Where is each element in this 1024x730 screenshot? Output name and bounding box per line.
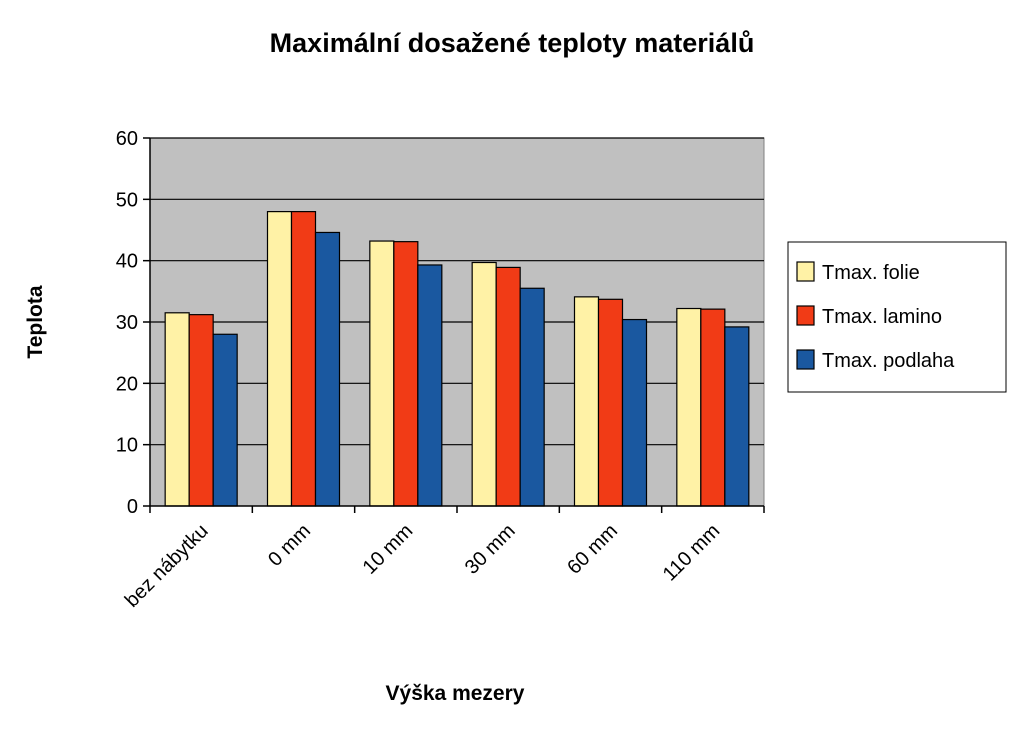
y-tick-label: 60 — [116, 128, 138, 150]
bar-tmax-lamino-0 — [188, 314, 214, 507]
bar-tmax-podlaha-5 — [724, 326, 750, 507]
chart-title: Maximální dosažené teploty materiálů — [270, 28, 755, 58]
x-tick-label: bez nábytku — [121, 520, 213, 612]
y-tick-label: 10 — [116, 435, 138, 457]
y-tick-label: 50 — [116, 189, 138, 211]
legend-label: Tmax. lamino — [822, 306, 942, 328]
legend-label: Tmax. folie — [822, 262, 920, 284]
legend-items: Tmax. folie Tmax. lamino Tmax. podlaha — [796, 261, 955, 372]
x-axis-ticks: bez nábytku 0 mm 10 mm 30 mm 60 mm 110 mm — [121, 506, 765, 612]
legend-swatch — [796, 349, 815, 370]
x-tick-label: 30 mm — [461, 520, 520, 579]
bar-tmax-folie-5 — [676, 307, 702, 507]
y-tick-label: 0 — [127, 496, 138, 518]
bar-tmax-lamino-5 — [700, 308, 726, 507]
bar-tmax-folie-3 — [471, 261, 497, 507]
y-axis-title: Teplota — [24, 285, 47, 358]
bar-tmax-folie-2 — [369, 240, 395, 507]
x-tick-label: 0 mm — [264, 520, 315, 571]
x-tick-label: 10 mm — [359, 520, 418, 579]
x-axis-title: Výška mezery — [386, 682, 525, 705]
bar-tmax-podlaha-0 — [212, 333, 238, 507]
legend-swatch — [796, 261, 815, 282]
legend-box — [787, 241, 1007, 393]
bar-tmax-lamino-3 — [495, 266, 521, 507]
gridlines — [150, 137, 764, 446]
bar-tmax-podlaha-1 — [314, 231, 341, 507]
x-tick-label: 60 mm — [563, 520, 622, 579]
bar-tmax-podlaha-2 — [417, 264, 443, 507]
bar-tmax-folie-1 — [266, 211, 293, 507]
y-tick-label: 30 — [116, 312, 138, 334]
y-tick-label: 40 — [116, 251, 138, 273]
bar-tmax-lamino-2 — [393, 241, 419, 507]
y-axis-ticks: 0 10 20 30 40 50 60 — [116, 128, 150, 518]
legend-label: Tmax. podlaha — [822, 350, 955, 372]
bar-tmax-podlaha-3 — [519, 287, 545, 507]
legend-swatch — [796, 305, 815, 326]
legend: Tmax. folie Tmax. lamino Tmax. podlaha — [787, 241, 1007, 393]
bar-tmax-lamino-4 — [597, 298, 624, 507]
y-tick-label: 20 — [116, 373, 138, 395]
bar-tmax-folie-4 — [573, 296, 600, 507]
x-tick-label: 110 mm — [659, 520, 725, 586]
bars — [164, 211, 750, 507]
bar-tmax-folie-0 — [164, 312, 190, 507]
bar-tmax-lamino-1 — [290, 211, 317, 507]
bar-tmax-podlaha-4 — [621, 318, 648, 507]
